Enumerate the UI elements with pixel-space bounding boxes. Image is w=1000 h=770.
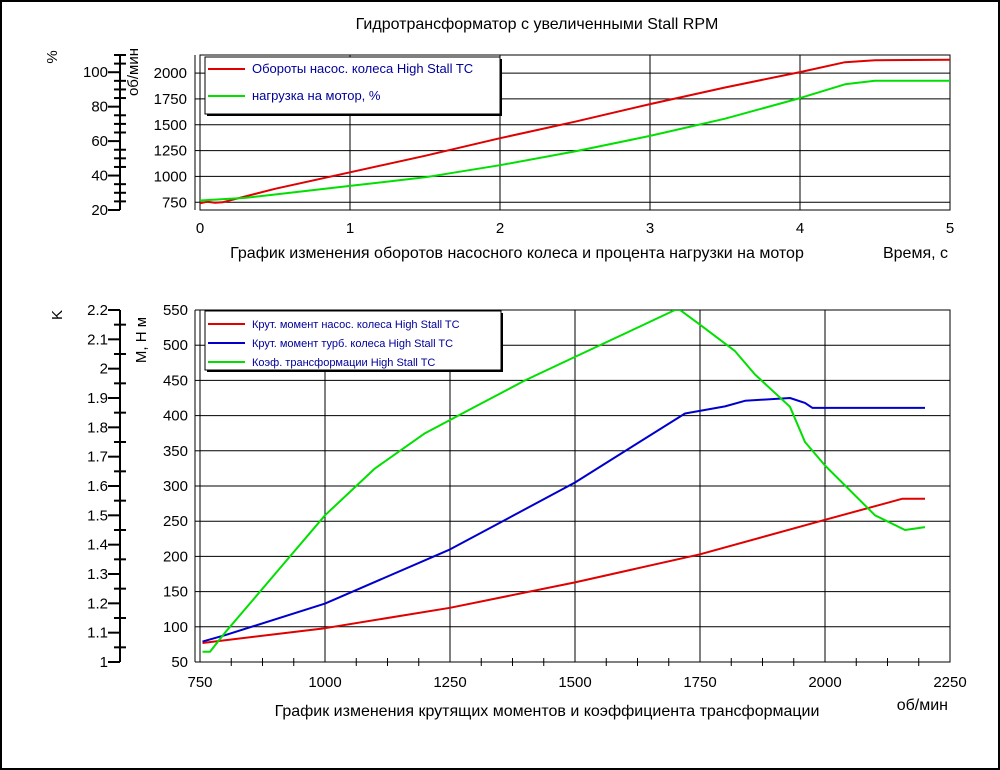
y-tick-label: 200 <box>163 548 188 565</box>
legend-box <box>204 56 501 115</box>
chart-caption: График изменения оборотов насосного коле… <box>230 245 804 262</box>
y-tick-label: 1.2 <box>87 595 108 612</box>
y-tick-label: 100 <box>83 64 108 81</box>
x-tick-label: 1000 <box>308 674 341 691</box>
y-axis-title: K <box>49 310 66 320</box>
y-tick-label: 750 <box>162 194 187 211</box>
series-line-green <box>202 310 926 653</box>
x-tick-label: 1250 <box>433 674 466 691</box>
legend-box <box>204 310 502 371</box>
torque-ratio-chart: 750 1000 1250 1500 1750 2000 225011.11.21.31.4… <box>49 302 967 720</box>
y-tick-label: 80 <box>91 99 108 116</box>
y-tick-label: 2.1 <box>87 331 108 348</box>
y-tick-label: 2 <box>100 361 108 378</box>
legend-entry: Коэф. трансформации High Stall TC <box>252 357 435 369</box>
x-tick-label: 2 <box>496 220 504 237</box>
y-tick-label: 500 <box>163 337 188 354</box>
y-tick-label: 1250 <box>154 143 187 160</box>
y-tick-label: 1750 <box>154 91 187 108</box>
x-tick-label: 1750 <box>683 674 716 691</box>
x-tick-label: 2000 <box>808 674 841 691</box>
series-line-red <box>202 497 925 644</box>
y-tick-label: 2000 <box>154 65 187 82</box>
y-axis-title: об/мин <box>125 48 142 96</box>
y-tick-label: 1.7 <box>87 449 108 466</box>
y-axis-title: М, Н м <box>133 317 150 363</box>
x-tick-label: 5 <box>946 220 954 237</box>
y-tick-label: 2.2 <box>87 302 108 319</box>
legend-entry: Обороты насос. колеса High Stall TC <box>252 61 473 76</box>
y-tick-label: 1.9 <box>87 390 108 407</box>
y-tick-label: 300 <box>163 478 188 495</box>
y-tick-label: 1.5 <box>87 507 108 524</box>
legend-entry: Крут. момент турб. колеса High Stall TC <box>252 338 453 350</box>
y-tick-label: 350 <box>163 443 188 460</box>
y-tick-label: 1500 <box>154 117 187 134</box>
legend-entry: нагрузка на мотор, % <box>252 88 381 103</box>
y-tick-label: 250 <box>163 513 188 530</box>
rpm-load-chart: 0 1 2 3 4 5 20 40 60 80 100% 750 1000 1250 1500 1750 200… <box>44 48 954 262</box>
x-tick-label: 3 <box>646 220 654 237</box>
y-tick-label: 40 <box>91 168 108 185</box>
y-tick-label: 400 <box>163 408 188 425</box>
x-tick-label: 4 <box>796 220 804 237</box>
y-tick-label: 550 <box>163 302 188 319</box>
y-tick-label: 60 <box>91 133 108 150</box>
x-tick-label: 1 <box>346 220 354 237</box>
y-tick-label: 1.1 <box>87 625 108 642</box>
chart-caption: График изменения крутящих моментов и коэ… <box>275 703 820 720</box>
y-tick-label: 1.8 <box>87 419 108 436</box>
y-tick-label: 20 <box>91 202 108 219</box>
y-tick-label: 1 <box>100 654 108 671</box>
y-axis-title: % <box>44 50 61 63</box>
x-tick-label: 2250 <box>933 674 966 691</box>
y-tick-label: 450 <box>163 372 188 389</box>
series-line-red <box>200 58 950 205</box>
y-tick-label: 50 <box>171 654 188 671</box>
x-tick-label: 750 <box>187 674 212 691</box>
page-title: Гидротрансформатор с увеличенными Stall … <box>356 16 719 33</box>
series-line-blue <box>202 397 925 643</box>
y-tick-label: 1.6 <box>87 478 108 495</box>
y-tick-label: 1.4 <box>87 537 108 554</box>
x-axis-title: Время, с <box>883 245 948 262</box>
y-tick-label: 1000 <box>154 168 187 185</box>
y-tick-label: 100 <box>163 619 188 636</box>
legend-entry: Крут. момент насос. колеса High Stall TC <box>252 319 460 331</box>
x-tick-label: 0 <box>196 220 204 237</box>
x-tick-label: 1500 <box>558 674 591 691</box>
y-tick-label: 1.3 <box>87 566 108 583</box>
x-axis-title: об/мин <box>897 697 948 714</box>
series-line-green <box>200 79 950 202</box>
y-tick-label: 150 <box>163 584 188 601</box>
